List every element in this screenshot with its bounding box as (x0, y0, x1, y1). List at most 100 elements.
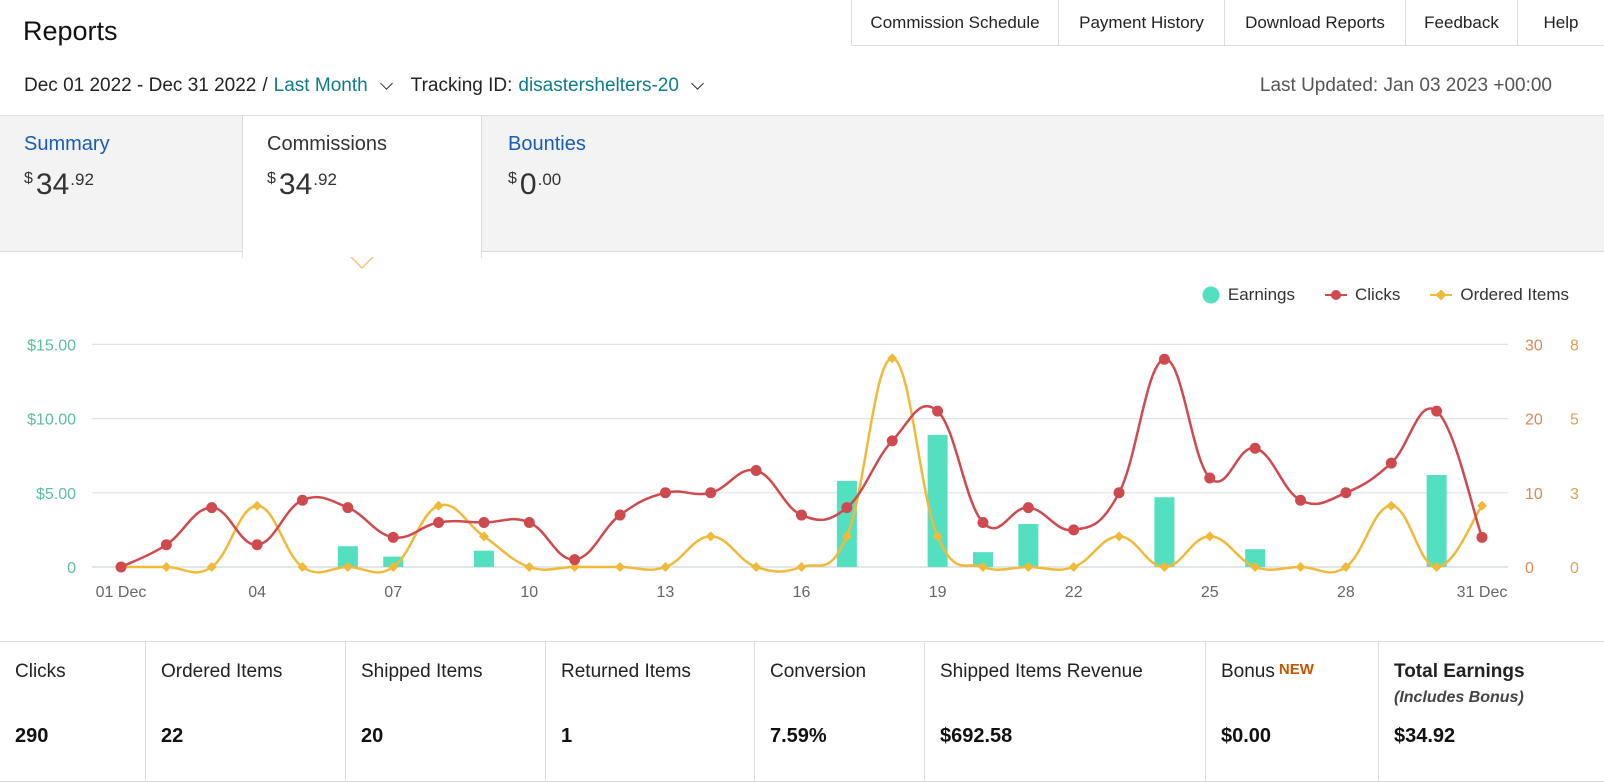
x-tick-label: 04 (248, 584, 266, 601)
earnings-bar (383, 556, 404, 567)
legend-earnings[interactable]: Earnings (1202, 285, 1295, 305)
legend-label: Clicks (1355, 285, 1401, 304)
clicks-point (1295, 494, 1307, 506)
clicks-point (614, 509, 626, 521)
download-reports-button[interactable]: Download Reports (1225, 0, 1406, 45)
clicks-point (1022, 502, 1034, 514)
ordered-items-point (615, 562, 626, 572)
help-button[interactable]: Help (1543, 12, 1579, 32)
tab-commissions[interactable]: Commissions $ 34 .92 (242, 116, 482, 258)
clicks-point (1476, 531, 1488, 543)
earnings-bar (1018, 523, 1039, 567)
clicks-point (296, 494, 308, 506)
currency-symbol: $ (267, 170, 276, 187)
tracking-id-dropdown[interactable]: disastershelters-20 (518, 75, 679, 96)
y-ordered-tick-label: 5 (1570, 412, 1579, 429)
feedback-button[interactable]: Feedback (1406, 0, 1518, 45)
ordered-items-point (887, 353, 898, 364)
tab-summary[interactable]: Summary $ 34 .92 (0, 116, 242, 253)
legend-clicks[interactable]: Clicks (1325, 285, 1400, 305)
clicks-point (841, 502, 853, 514)
ordered-items-point (342, 562, 353, 572)
ordered-items-point (1204, 531, 1215, 542)
stat-conversion: Conversion 7.59% (755, 642, 925, 781)
ordered-items-point (841, 531, 852, 542)
clicks-point (1068, 524, 1080, 536)
commission-schedule-button[interactable]: Commission Schedule (852, 0, 1059, 45)
ordered-items-point (478, 531, 489, 542)
earnings-bar (1426, 474, 1447, 567)
clicks-point (1385, 457, 1397, 469)
tab-amount: $ 34 .92 (24, 169, 218, 201)
stat-value: 20 (361, 725, 384, 747)
clicks-point (160, 539, 172, 551)
clicks-point (523, 516, 535, 528)
tab-amount: $ 34 .92 (267, 169, 457, 201)
clicks-point (659, 487, 671, 499)
period-dropdown[interactable]: Last Month (273, 75, 368, 96)
stat-label: Conversion (770, 661, 867, 682)
earnings-bar (337, 546, 358, 567)
separator: / (262, 75, 268, 96)
tab-label: Summary (24, 133, 110, 155)
x-tick-label: 10 (520, 584, 538, 601)
clicks-point (977, 516, 989, 528)
earnings-tabs: Summary $ 34 .92 Commissions $ 34 .92 Bo… (0, 115, 1604, 258)
clicks-point (206, 502, 218, 514)
ordered-items-point (524, 562, 535, 572)
y-left-tick-label: $5.00 (36, 486, 76, 503)
x-tick-label: 13 (657, 584, 675, 601)
amount-cents: .92 (70, 170, 94, 189)
tab-bounties[interactable]: Bounties $ 0 .00 (484, 116, 724, 253)
clicks-point (750, 465, 762, 477)
earnings-dot-icon (1202, 286, 1220, 304)
y-ordered-tick-label: 8 (1570, 337, 1579, 354)
earnings-bar (972, 552, 993, 567)
x-tick-label: 22 (1065, 584, 1083, 601)
x-tick-label: 25 (1201, 584, 1219, 601)
payment-history-button[interactable]: Payment History (1059, 0, 1225, 45)
clicks-point (1431, 405, 1443, 417)
y-left-tick-label: $15.00 (27, 337, 76, 354)
clicks-point (433, 516, 445, 528)
x-tick-label: 31 Dec (1457, 584, 1508, 601)
clicks-line-icon (1325, 290, 1347, 300)
tab-label: Bounties (508, 133, 586, 155)
clicks-point (1249, 442, 1261, 454)
clicks-point (251, 539, 263, 551)
ordered-items-point (705, 531, 716, 542)
ordered-items-point (1431, 562, 1442, 572)
ordered-items-point (206, 562, 217, 572)
stat-label: Total Earnings (1394, 661, 1525, 682)
x-tick-label: 19 (929, 584, 947, 601)
stat-label: Shipped Items Revenue (940, 661, 1143, 682)
amount-whole: 0 (519, 168, 537, 201)
y-clicks-tick-label: 10 (1525, 486, 1543, 503)
new-badge: NEW (1278, 661, 1314, 678)
chevron-down-icon[interactable] (379, 76, 393, 90)
clicks-point (569, 554, 581, 566)
tab-amount: $ 0 .00 (508, 169, 700, 201)
ordered-items-point (1250, 562, 1261, 572)
stat-label: Clicks (15, 661, 66, 682)
chevron-down-icon[interactable] (691, 76, 704, 90)
top-nav: Commission Schedule Payment History Down… (851, 0, 1604, 46)
legend-ordered-items[interactable]: Ordered Items (1430, 285, 1569, 305)
earnings-bar (836, 480, 857, 567)
ordered-items-point (1114, 531, 1125, 542)
earnings-bar (1154, 497, 1175, 567)
ordered-items-line (121, 357, 1484, 574)
ordered-items-point (433, 500, 444, 511)
tracking-label: Tracking ID: (410, 75, 513, 96)
stat-label: Returned Items (561, 661, 691, 682)
stat-value: 1 (561, 725, 573, 747)
tab-label: Commissions (267, 133, 388, 155)
stat-bonus: Bonus NEW $0.00 (1206, 642, 1379, 781)
amount-whole: 34 (278, 168, 313, 201)
legend-label: Earnings (1227, 285, 1295, 304)
y-left-tick-label: $10.00 (27, 412, 76, 429)
ordered-items-point (252, 500, 263, 511)
amount-cents: .92 (313, 170, 337, 189)
stat-value: $34.92 (1394, 725, 1456, 747)
ordered-items-point (1068, 562, 1079, 572)
